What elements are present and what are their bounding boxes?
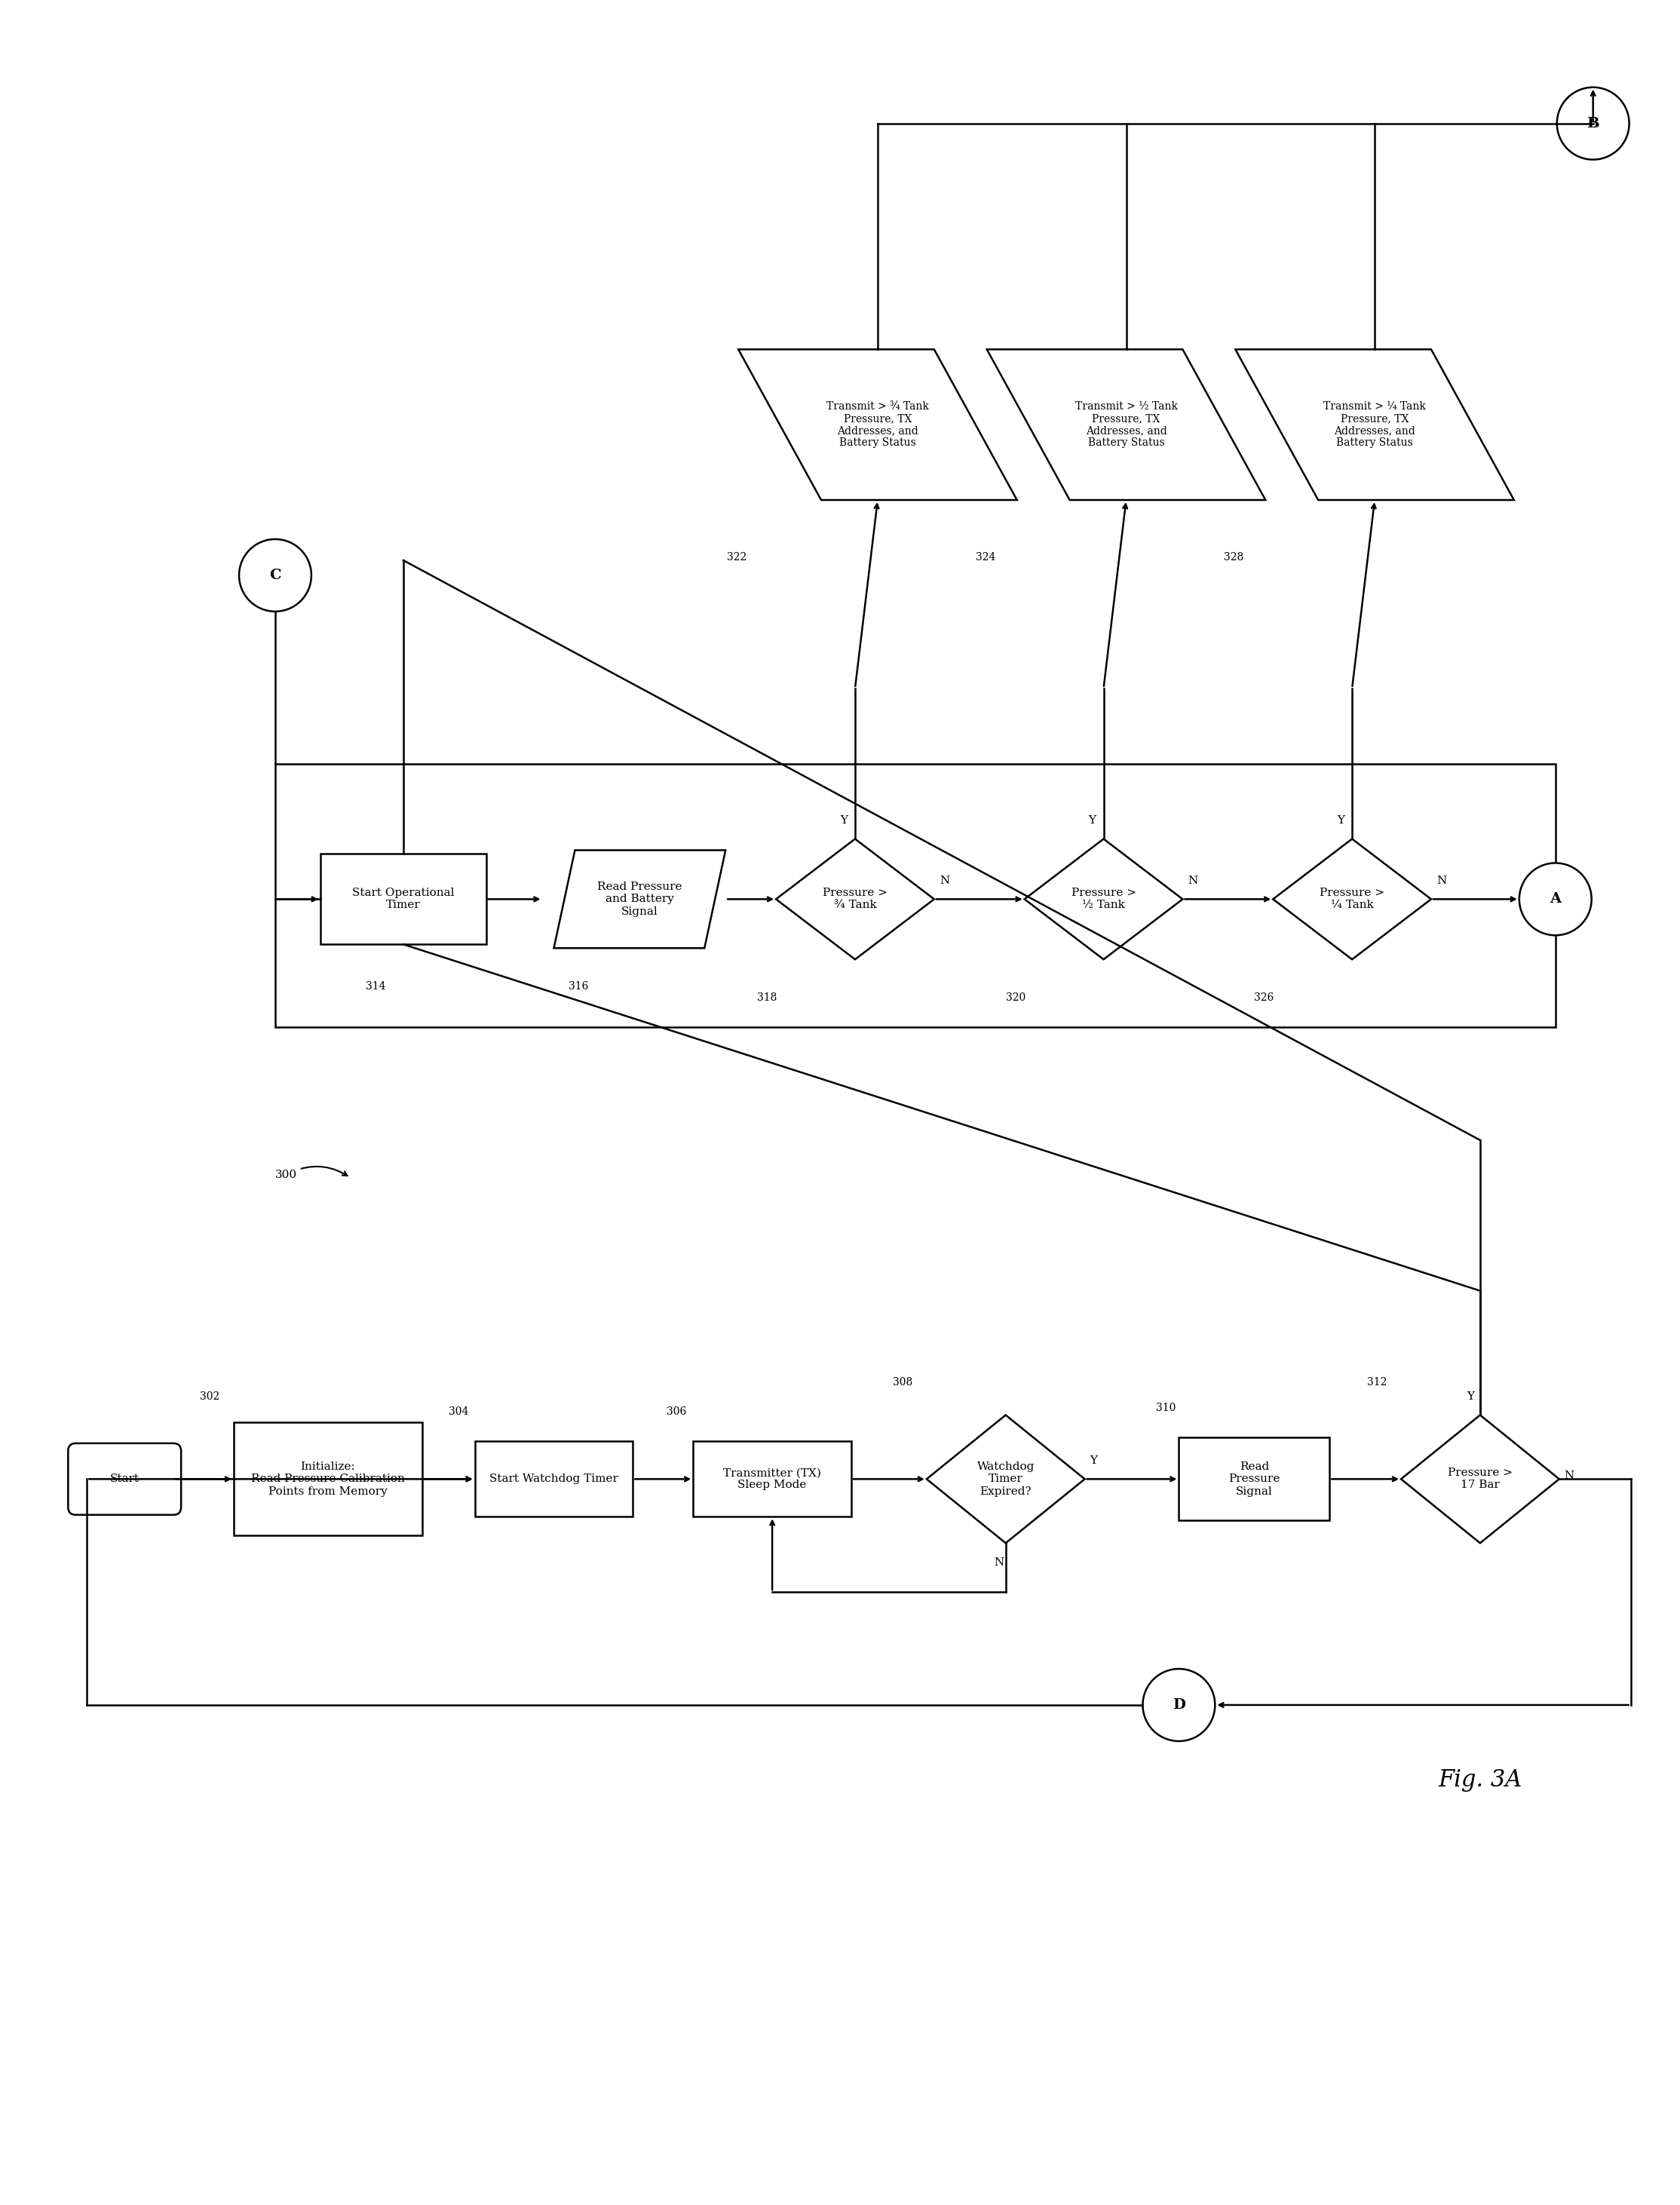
Text: 320: 320 — [1006, 992, 1025, 1003]
Text: Read Pressure
and Battery
Signal: Read Pressure and Battery Signal — [598, 882, 682, 917]
Text: Y: Y — [1089, 816, 1095, 827]
Text: 328: 328 — [1225, 551, 1243, 562]
Text: N: N — [939, 875, 949, 886]
Text: Start Watchdog Timer: Start Watchdog Timer — [489, 1473, 618, 1484]
Polygon shape — [927, 1416, 1085, 1544]
Text: D: D — [1173, 1698, 1186, 1711]
Text: 306: 306 — [667, 1407, 687, 1418]
FancyBboxPatch shape — [694, 1442, 852, 1517]
Text: Start Operational
Timer: Start Operational Timer — [353, 889, 454, 911]
Text: N: N — [995, 1557, 1005, 1568]
FancyBboxPatch shape — [1179, 1438, 1329, 1521]
Text: Initialize:
Read Pressure Calibration
Points from Memory: Initialize: Read Pressure Calibration Po… — [250, 1462, 405, 1497]
Text: 326: 326 — [1255, 992, 1273, 1003]
FancyBboxPatch shape — [475, 1442, 633, 1517]
Text: Pressure >
¼ Tank: Pressure > ¼ Tank — [1320, 889, 1384, 911]
Text: Y: Y — [840, 816, 847, 827]
FancyBboxPatch shape — [234, 1422, 422, 1535]
Text: Watchdog
Timer
Expired?: Watchdog Timer Expired? — [976, 1462, 1035, 1497]
Text: C: C — [269, 569, 281, 582]
Text: Pressure >
½ Tank: Pressure > ½ Tank — [1072, 889, 1136, 911]
Text: N: N — [1188, 875, 1198, 886]
Text: Y: Y — [1337, 816, 1344, 827]
Polygon shape — [986, 348, 1265, 501]
Text: Transmit > ¼ Tank
Pressure, TX
Addresses, and
Battery Status: Transmit > ¼ Tank Pressure, TX Addresses… — [1324, 401, 1426, 448]
Polygon shape — [554, 851, 726, 948]
Text: Pressure >
17 Bar: Pressure > 17 Bar — [1448, 1469, 1512, 1491]
Text: 304: 304 — [449, 1407, 469, 1418]
Text: 300: 300 — [276, 1166, 348, 1180]
Text: Transmit > ¾ Tank
Pressure, TX
Addresses, and
Battery Status: Transmit > ¾ Tank Pressure, TX Addresses… — [827, 401, 929, 448]
Circle shape — [1142, 1669, 1215, 1742]
Text: 318: 318 — [758, 992, 778, 1003]
Text: 324: 324 — [976, 551, 996, 562]
Text: 312: 312 — [1368, 1376, 1388, 1387]
Text: A: A — [1549, 893, 1561, 906]
FancyBboxPatch shape — [321, 853, 486, 944]
Text: 322: 322 — [727, 551, 748, 562]
Text: Pressure >
¾ Tank: Pressure > ¾ Tank — [823, 889, 887, 911]
Text: Fig. 3A: Fig. 3A — [1438, 1768, 1522, 1793]
Circle shape — [1519, 862, 1591, 935]
Text: Transmit > ½ Tank
Pressure, TX
Addresses, and
Battery Status: Transmit > ½ Tank Pressure, TX Addresses… — [1075, 401, 1178, 448]
Circle shape — [239, 540, 311, 611]
Polygon shape — [1273, 838, 1431, 959]
Text: Start: Start — [109, 1473, 139, 1484]
Polygon shape — [1401, 1416, 1559, 1544]
Polygon shape — [776, 838, 934, 959]
Text: Y: Y — [1090, 1455, 1097, 1466]
Text: B: B — [1588, 117, 1599, 130]
Text: Transmitter (TX)
Sleep Mode: Transmitter (TX) Sleep Mode — [724, 1469, 822, 1491]
Polygon shape — [738, 348, 1016, 501]
FancyBboxPatch shape — [69, 1444, 181, 1515]
Polygon shape — [1025, 838, 1183, 959]
Text: Read
Pressure
Signal: Read Pressure Signal — [1228, 1462, 1280, 1497]
Text: 316: 316 — [570, 981, 588, 992]
Text: 314: 314 — [366, 981, 385, 992]
Text: N: N — [1564, 1471, 1574, 1482]
Text: Y: Y — [1467, 1391, 1473, 1402]
Text: 302: 302 — [200, 1391, 220, 1402]
Text: N: N — [1436, 875, 1446, 886]
Polygon shape — [1235, 348, 1514, 501]
Text: 310: 310 — [1156, 1402, 1176, 1413]
Text: 308: 308 — [892, 1376, 912, 1387]
Circle shape — [1557, 88, 1630, 159]
